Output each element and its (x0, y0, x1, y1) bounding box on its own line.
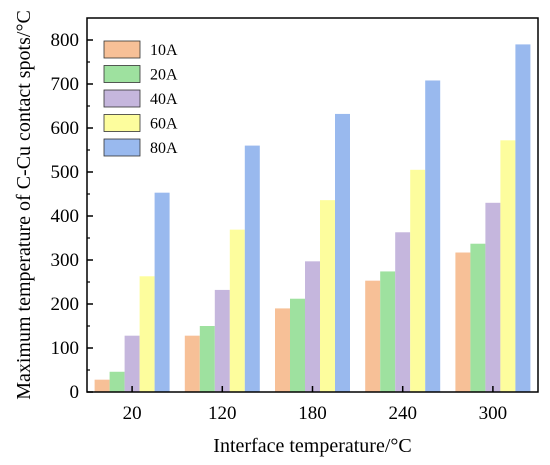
legend-swatch-20A (103, 65, 141, 83)
bar-10A-20 (94, 379, 110, 392)
bar-40A-20 (124, 335, 140, 392)
bar-40A-120 (214, 289, 230, 392)
legend-label-40A: 40A (150, 91, 178, 108)
legend: 10A 20A 40A 60A 80A (103, 40, 178, 157)
y-tick-label: 0 (70, 382, 80, 403)
bar-80A-240 (425, 80, 441, 392)
bar-60A-120 (229, 229, 245, 392)
legend-swatch-40A (103, 89, 141, 108)
bar-40A-300 (485, 202, 501, 392)
legend-swatch-80A (103, 138, 141, 157)
bar-10A-300 (455, 252, 471, 392)
y-tick-label: 800 (51, 30, 80, 51)
bar-40A-180 (305, 261, 320, 392)
bar-20A-120 (199, 326, 215, 392)
plot-frame (86, 17, 539, 393)
bar-40A-240 (395, 232, 411, 392)
y-tick-label: 400 (51, 206, 80, 227)
bar-10A-240 (365, 280, 381, 392)
legend-label-80A: 80A (150, 140, 178, 157)
bar-60A-180 (320, 200, 335, 392)
bars-layer (94, 44, 531, 393)
bar-80A-20 (154, 192, 170, 392)
bar-20A-180 (290, 298, 305, 392)
bar-80A-120 (244, 145, 260, 392)
x-tick-label: 240 (388, 403, 417, 424)
y-tick-label: 100 (51, 338, 80, 359)
x-tick-label: 20 (123, 403, 142, 424)
y-tick-label: 300 (51, 250, 80, 271)
axis-ticks-layer: 0 100 200 300 400 500 600 700 800 20 120 180 240 300 (51, 30, 508, 424)
bar-20A-240 (380, 271, 396, 392)
legend-label-20A: 20A (150, 67, 178, 84)
bar-80A-180 (335, 113, 350, 393)
bar-10A-120 (184, 335, 200, 392)
x-tick-label: 180 (298, 403, 327, 424)
y-axis-title: Maximum temperature of C-Cu contact spot… (13, 10, 35, 400)
y-tick-label: 700 (51, 74, 80, 95)
x-axis-title: Interface temperature/°C (213, 435, 411, 457)
y-tick-label: 600 (51, 118, 80, 139)
legend-label-10A: 10A (150, 42, 178, 59)
bar-60A-240 (410, 169, 426, 392)
bar-60A-300 (500, 140, 516, 392)
legend-label-60A: 60A (150, 116, 178, 133)
bar-20A-300 (470, 243, 486, 392)
y-tick-label: 200 (51, 294, 80, 315)
x-tick-label: 300 (479, 403, 508, 424)
y-tick-label: 500 (51, 162, 80, 183)
x-tick-label: 120 (208, 403, 237, 424)
bar-10A-180 (275, 308, 290, 392)
legend-swatch-60A (103, 114, 141, 132)
legend-swatch-10A (103, 40, 141, 59)
bar-80A-300 (515, 44, 531, 393)
bar-60A-20 (139, 276, 155, 392)
bar-20A-20 (109, 371, 125, 392)
